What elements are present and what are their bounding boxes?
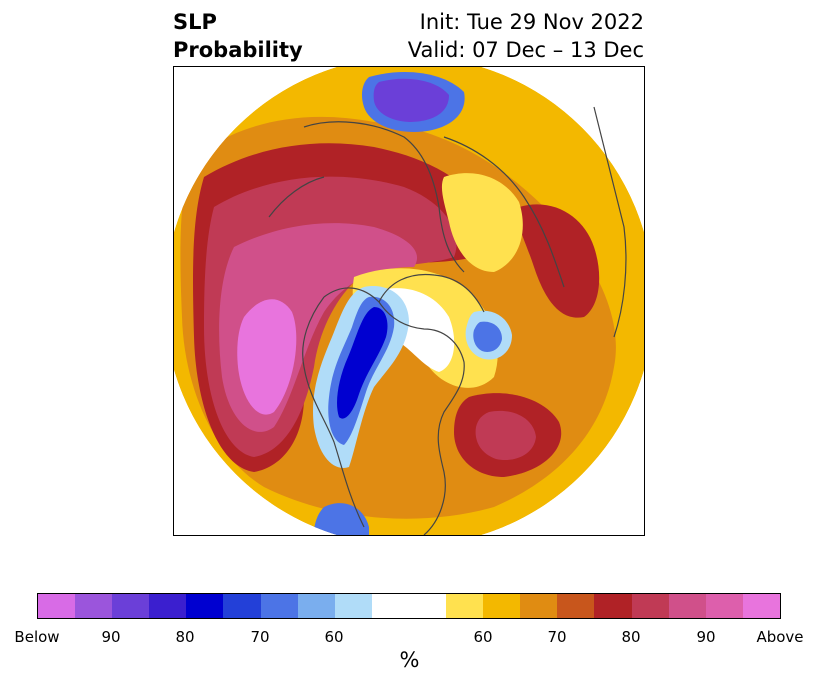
colorbar-unit: % <box>399 648 420 672</box>
colorbar-segment <box>594 594 632 618</box>
coastlines <box>268 106 627 535</box>
outside-disk-mask <box>174 67 644 535</box>
tick-label: 60 <box>473 628 493 646</box>
colorbar-segment <box>223 594 261 618</box>
tick-label: Above <box>756 628 804 646</box>
colorbar-segment <box>557 594 595 618</box>
purple-region-top <box>373 78 449 122</box>
tick-label: Below <box>14 628 60 646</box>
init-date: Init: Tue 29 Nov 2022 <box>419 10 644 34</box>
above-max-region <box>237 299 297 415</box>
tick-label: 60 <box>324 628 344 646</box>
tick-label: 90 <box>101 628 121 646</box>
colorbar-ticks: Below 90 80 70 60 60 70 80 90 Above <box>0 628 819 648</box>
colorbar-segment <box>483 594 521 618</box>
colorbar-segment <box>742 594 780 618</box>
colorbar-segment <box>260 594 298 618</box>
tick-label: 70 <box>250 628 270 646</box>
colorbar-segment <box>520 594 558 618</box>
blue-region-bottom <box>313 503 369 535</box>
tick-label: 80 <box>175 628 195 646</box>
valid-range: Valid: 07 Dec – 13 Dec <box>407 38 644 62</box>
yellow-region-north <box>441 173 523 272</box>
colorbar-segment <box>371 594 447 618</box>
colorbar-segment <box>668 594 706 618</box>
map-panel <box>173 66 645 536</box>
rose-region-atlantic <box>475 410 536 461</box>
title-line-slp: SLP <box>173 10 217 34</box>
forecast-dates: Init: Tue 29 Nov 2022 Valid: 07 Dec – 13… <box>408 8 644 64</box>
red-region-east <box>517 204 600 318</box>
tick-label: 70 <box>547 628 567 646</box>
colorbar <box>37 593 781 619</box>
map-title: SLP Probability <box>173 8 303 64</box>
tick-label: 90 <box>696 628 716 646</box>
colorbar-segment <box>149 594 187 618</box>
colorbar-segment <box>297 594 335 618</box>
tick-label: 80 <box>621 628 641 646</box>
colorbar-segment <box>38 594 76 618</box>
mid-blue-region-east <box>473 321 502 352</box>
colorbar-segment <box>186 594 224 618</box>
colorbar-segment <box>112 594 150 618</box>
probability-map <box>174 67 644 535</box>
colorbar-segment <box>705 594 743 618</box>
colorbar-segment <box>446 594 484 618</box>
dark-blue-region <box>337 307 388 419</box>
title-line-probability: Probability <box>173 38 303 62</box>
colorbar-segment <box>75 594 113 618</box>
colorbar-segment <box>334 594 372 618</box>
colorbar-segment <box>631 594 669 618</box>
